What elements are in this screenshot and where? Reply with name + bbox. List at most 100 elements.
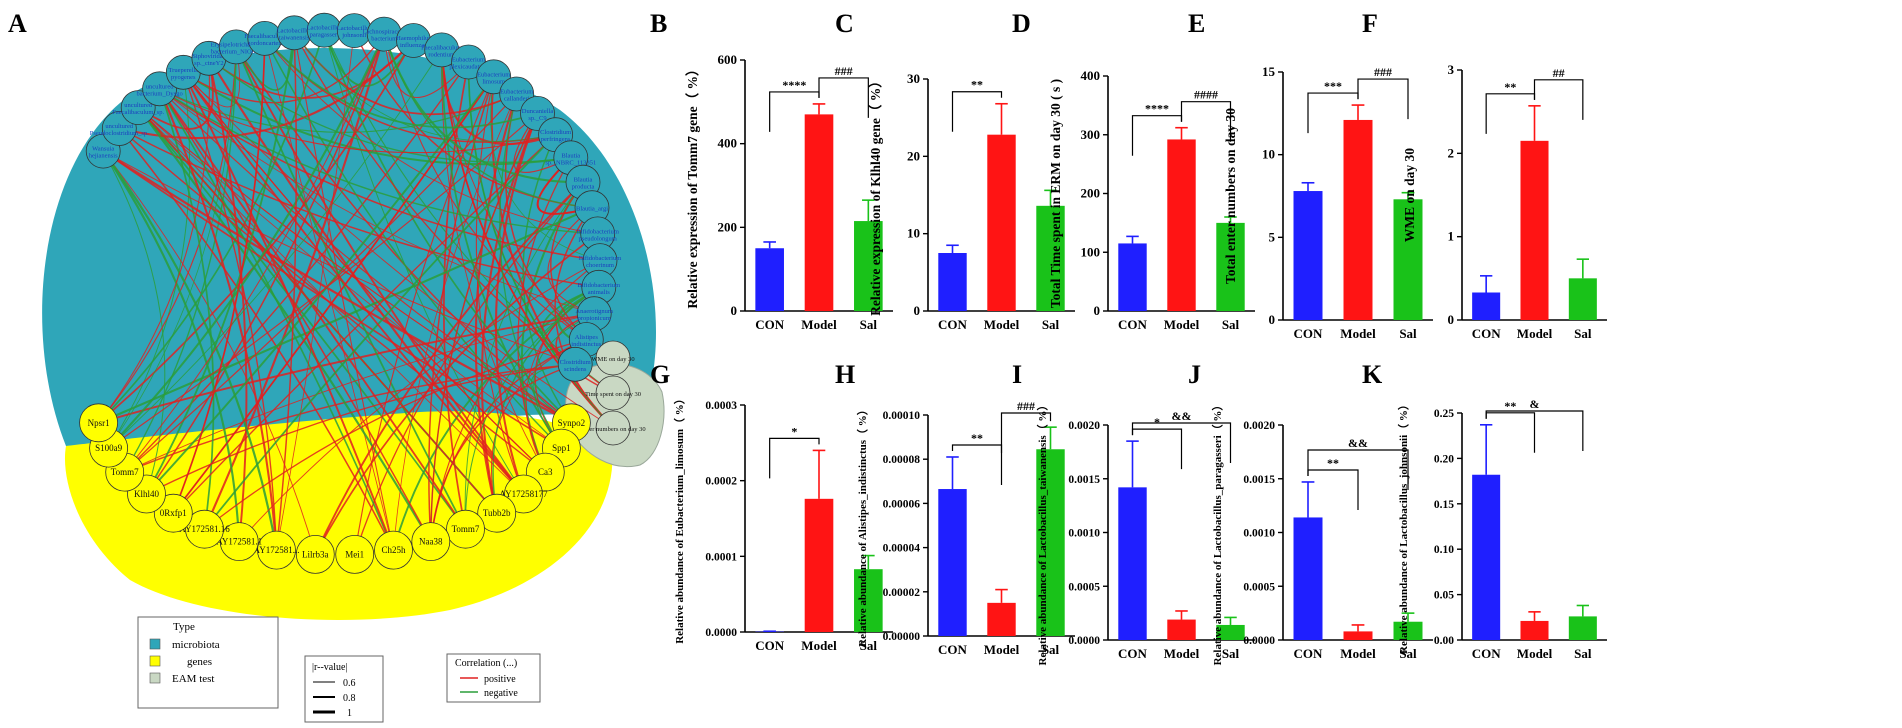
- y-tick-label: 0: [731, 303, 738, 318]
- negative-edge: [124, 46, 237, 473]
- legend-corr-title: Correlation (...): [455, 658, 517, 669]
- bar-con: [1293, 517, 1323, 640]
- node-label: Klhl40: [134, 489, 160, 499]
- positive-edge: [98, 40, 415, 424]
- node-label: AY172581.1: [216, 537, 262, 547]
- panel-letter-g: G: [650, 360, 670, 389]
- panel-letter-e: E: [1188, 9, 1205, 38]
- significance-bracket: [1131, 428, 1183, 470]
- y-axis-label: Total Time spent in ERM on day 30 ( s ): [1048, 79, 1063, 308]
- x-tick-label: Model: [1517, 646, 1553, 661]
- gene-node: [374, 530, 413, 570]
- significance-label: *: [791, 424, 797, 438]
- positive-edge: [159, 88, 595, 315]
- x-tick-label: Sal: [1222, 317, 1240, 332]
- negative-edge: [158, 88, 215, 530]
- positive-edge: [490, 339, 587, 514]
- y-tick-label: 0.0002: [705, 476, 737, 488]
- significance-label: **: [1504, 399, 1516, 413]
- significance-bracket: [1307, 469, 1359, 510]
- y-tick-label: 400: [718, 136, 738, 151]
- x-tick-label: Model: [801, 638, 837, 653]
- positive-edge: [118, 128, 395, 551]
- positive-edge: [474, 93, 518, 514]
- positive-edge: [276, 30, 355, 551]
- panel-letter-a: A: [8, 9, 27, 38]
- chart-K: K 0.00 0.05 0.10 0.15 0.20 0.25 Relative abunda…: [1362, 360, 1607, 661]
- panel-letter-h: H: [835, 360, 855, 389]
- node-label: 0Rxfp1: [160, 508, 187, 518]
- significance-bracket: [1485, 410, 1584, 451]
- node-label: WME on day 30: [591, 356, 634, 363]
- y-tick-label: 0.0015: [1068, 474, 1100, 486]
- x-tick-label: Sal: [1399, 326, 1417, 341]
- legend-r-08: 0.8: [343, 693, 356, 704]
- node-label: AY17258177: [499, 489, 548, 499]
- node-label: Duncaniella sp._C9: [522, 108, 554, 122]
- significance-bracket: [1307, 449, 1409, 490]
- node-label: Lactobacillus taiwanensis: [277, 27, 312, 41]
- significance-bracket: [1000, 412, 1052, 453]
- panel-letter-i: I: [1012, 360, 1022, 389]
- positive-edge: [314, 233, 599, 555]
- y-tick-label: 0.15: [1434, 499, 1454, 511]
- significance-label: ****: [782, 78, 806, 92]
- x-tick-label: Model: [1340, 646, 1376, 661]
- significance-label: &&: [1348, 436, 1368, 450]
- bar-con: [1118, 243, 1147, 311]
- node-label: AY172581...: [254, 545, 300, 555]
- gene-node: [446, 509, 485, 549]
- bar-model: [1343, 119, 1373, 321]
- bar-model: [1167, 619, 1196, 640]
- negative-edge: [208, 57, 571, 163]
- chart-H: H 0.00000 0.00002 0.00004 0.00006 0.00008 0.00…: [835, 360, 1075, 657]
- y-tick-label: 0.00: [1434, 635, 1454, 647]
- x-tick-label: Sal: [1399, 646, 1417, 661]
- y-tick-label: 0.05: [1434, 590, 1454, 602]
- node-label: uncultured Faecalibaculum_sp.: [112, 102, 164, 116]
- negative-edge: [492, 286, 600, 514]
- bar-con: [1472, 292, 1501, 320]
- positive-edge: [182, 71, 614, 429]
- node-label: Siphoviridae sp._ctneY2: [192, 53, 225, 67]
- x-tick-label: Sal: [1042, 317, 1060, 332]
- positive-edge: [124, 313, 595, 473]
- bar-model: [1520, 140, 1549, 320]
- significance-bracket: [951, 91, 1003, 132]
- y-axis-label: Relative abundance of Lactobacillus_taiw…: [1036, 400, 1049, 666]
- y-axis-label: Relative abundance of Lactobacillus_john…: [1397, 399, 1410, 654]
- significance-bracket: [1180, 101, 1232, 142]
- positive-edge: [490, 76, 614, 429]
- x-tick-label: Model: [984, 317, 1020, 332]
- node-label: Lactobacillus paragasseri: [307, 25, 342, 39]
- y-tick-label: 0: [1448, 312, 1455, 327]
- positive-edge: [207, 58, 248, 542]
- legend-swatch-microbiota: [149, 638, 161, 650]
- x-tick-label: Model: [1164, 317, 1200, 332]
- y-tick-label: 0.0010: [1243, 528, 1275, 540]
- legend-type-title: Type: [173, 621, 195, 633]
- positive-edge: [172, 38, 266, 514]
- negative-edge: [383, 33, 593, 209]
- gene-node: [153, 493, 193, 533]
- node-label: Faecalibaculum rodentium: [421, 44, 462, 58]
- bar-model: [987, 134, 1016, 311]
- positive-edge: [182, 71, 525, 495]
- negative-edge: [464, 286, 600, 530]
- positive-edge: [428, 76, 495, 542]
- positive-edge: [393, 93, 518, 551]
- negative-edge: [464, 181, 584, 530]
- x-tick-label: Model: [1340, 326, 1376, 341]
- positive-edge: [159, 88, 601, 262]
- y-tick-label: 0.20: [1434, 453, 1454, 465]
- y-tick-label: 200: [1081, 186, 1101, 201]
- node-label: Mei1: [345, 549, 364, 559]
- bar-model: [804, 498, 834, 632]
- positive-edge: [102, 150, 572, 424]
- x-tick-label: CON: [755, 317, 785, 332]
- bar-con: [1118, 487, 1147, 640]
- gene-node: [185, 509, 224, 549]
- y-tick-label: 600: [718, 52, 738, 67]
- y-tick-label: 100: [1081, 244, 1101, 259]
- negative-edge: [158, 88, 395, 551]
